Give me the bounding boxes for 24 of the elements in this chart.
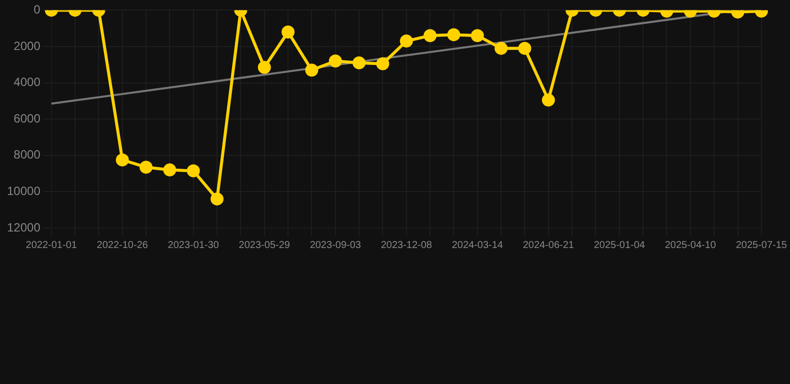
- y-tick-label: 6000: [14, 111, 41, 126]
- x-tick-label: 2024-06-21: [522, 240, 574, 251]
- point: [542, 94, 555, 107]
- point: [210, 192, 224, 206]
- y-tick-label: 10000: [6, 184, 41, 198]
- x-tick-label: 2023-12-08: [380, 240, 432, 251]
- x-tick-label: 2022-10-26: [96, 240, 148, 251]
- y-tick-label: 8000: [14, 148, 41, 162]
- y-tick-label: 0: [34, 2, 41, 17]
- x-tick-label: 2025-04-10: [664, 240, 716, 251]
- y-tick-label: 2000: [14, 38, 41, 53]
- x-tick-label: 2025-01-04: [594, 240, 646, 251]
- y-tick-label: 4000: [14, 75, 41, 90]
- point: [163, 163, 176, 176]
- x-tick-label: 2023-09-03: [310, 240, 362, 251]
- point: [186, 164, 200, 178]
- y-tick-label: 12000: [6, 220, 41, 234]
- point: [116, 153, 129, 166]
- point: [140, 160, 153, 174]
- x-tick-label: 2023-05-29: [238, 240, 290, 251]
- x-tick-label: 2022-01-01: [26, 240, 78, 251]
- x-tick-label: 2025-07-15: [736, 240, 788, 251]
- x-tick-label: 2023-01-30: [168, 240, 220, 251]
- x-tick-label: 2024-03-14: [452, 240, 504, 251]
